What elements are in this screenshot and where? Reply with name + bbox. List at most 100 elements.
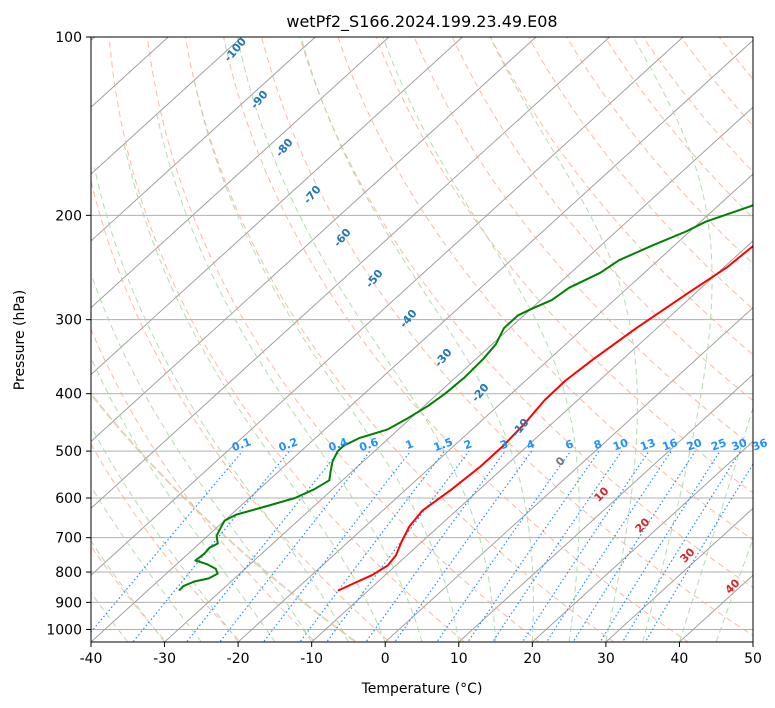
mixing-ratio-label: 30 [730, 436, 749, 454]
isotherm-line [605, 507, 753, 642]
mixing-ratio-line [436, 450, 572, 642]
y-tick-label: 100 [55, 30, 82, 46]
dry-adiabat [604, 37, 753, 219]
temperature-profile-line [337, 244, 753, 592]
mixing-ratio-line [545, 450, 672, 642]
isotherm-line [91, 37, 463, 376]
x-tick-label: 20 [523, 651, 541, 667]
mixing-ratio-label: 1.5 [432, 435, 455, 454]
mixing-ratio-label: 16 [661, 436, 680, 454]
dry-adiabat [642, 37, 753, 173]
dry-adiabat [375, 37, 753, 494]
y-tick-label: 400 [55, 387, 82, 403]
mixing-ratio-label: 2 [462, 437, 474, 452]
moist-adiabat [678, 406, 753, 642]
dry-adiabat [261, 37, 753, 637]
x-tick-label: -20 [227, 651, 250, 667]
x-tick-label: -30 [153, 651, 176, 667]
moist-adiabat [489, 37, 638, 642]
isotherm-line [91, 37, 610, 509]
mixing-ratio-label: 10 [611, 436, 630, 454]
isotherm-line [531, 440, 753, 642]
dry-adiabat [566, 37, 753, 265]
mixing-ratio-line [365, 450, 506, 642]
plot-frame [90, 36, 754, 643]
isotherm-line [458, 373, 753, 642]
moist-adiabat [632, 37, 713, 642]
dry-adiabat [108, 37, 466, 642]
dry-adiabat [223, 37, 690, 642]
y-tick-label: 800 [55, 565, 82, 581]
mixing-ratio-line [644, 463, 753, 642]
isotherm-line [91, 37, 243, 175]
mixing-ratio-label: 0.4 [327, 435, 350, 454]
x-tick-label: 40 [671, 651, 689, 667]
isotherm-line [91, 37, 537, 443]
mixing-ratio-line [219, 450, 371, 642]
mixing-ratio-label: 1 [404, 437, 416, 452]
dry-adiabat [91, 443, 242, 642]
x-tick-label: -10 [300, 651, 323, 667]
mixing-ratio-line [393, 450, 533, 642]
mixing-ratio-line [262, 450, 412, 642]
moist-adiabat [300, 37, 534, 642]
y-tick-label: 500 [55, 444, 82, 460]
x-tick-label: 0 [381, 651, 390, 667]
x-tick-label: 50 [744, 651, 762, 667]
dry-adiabat [184, 37, 615, 642]
mixing-ratio-label: 0.6 [358, 435, 381, 454]
y-tick-label: 700 [55, 531, 82, 547]
isotherm-line [91, 37, 316, 242]
chart-title: wetPf2_S166.2024.199.23.49.E08 [286, 12, 557, 32]
dry-adiabat [91, 327, 317, 642]
x-tick-label: 10 [450, 651, 468, 667]
moist-adiabat [193, 79, 460, 642]
isotherm-line [91, 37, 684, 576]
moist-adiabat [715, 537, 753, 642]
mixing-ratio-label: 36 [751, 436, 770, 454]
x-axis-label: Temperature (°C) [361, 681, 483, 697]
y-tick-label: 1000 [46, 622, 82, 638]
isotherm-line [384, 307, 753, 642]
moist-adiabat [123, 141, 386, 642]
mixing-ratio-line [572, 450, 696, 642]
isotherm-line [91, 37, 390, 309]
y-tick-label: 600 [55, 491, 82, 507]
mixing-ratio-label: 8 [592, 437, 604, 452]
dry-adiabat [146, 37, 540, 642]
isotherm-line [311, 240, 753, 642]
moist-adiabat [91, 425, 239, 642]
mixing-ratio-label: 3 [498, 437, 510, 452]
mixing-ratio-label: 0.1 [230, 435, 253, 454]
x-axis: -40 -30 -20 -10 0 10 20 30 40 50 [80, 642, 762, 667]
y-axis-label: Pressure (hPa) [12, 290, 28, 390]
mixing-ratio-label: 25 [709, 436, 728, 453]
dry-adiabat [451, 37, 753, 402]
mixing-ratio-line [91, 450, 244, 634]
mixing-ratio-label: 0.2 [277, 435, 300, 454]
mixing-ratio-label: 4 [525, 437, 537, 452]
moist-adiabat [91, 591, 129, 642]
x-tick-label: -40 [80, 651, 103, 667]
moist-adiabat [91, 485, 202, 642]
isotherm-line [237, 173, 753, 642]
moist-adiabat [91, 540, 165, 642]
y-tick-label: 200 [55, 208, 82, 224]
moist-adiabat [91, 356, 276, 642]
mixing-ratio-label: 13 [638, 436, 657, 453]
dry-adiabat [91, 178, 391, 642]
moist-adiabat [94, 167, 349, 642]
x-tick-label: 30 [597, 651, 615, 667]
y-tick-label: 900 [55, 595, 82, 611]
dewpoint-profile-line [178, 203, 753, 592]
y-axis: 1000 900 800 700 600 500 400 300 200 100 [46, 30, 91, 638]
y-tick-label: 300 [55, 313, 82, 329]
mixing-ratio-label: 6 [564, 437, 576, 452]
moist-adiabat [91, 272, 313, 642]
mixing-ratio-line [521, 450, 650, 642]
mixing-ratio-line [185, 450, 340, 642]
mixing-ratio-line [467, 450, 600, 642]
mixing-ratio-line [491, 450, 623, 642]
